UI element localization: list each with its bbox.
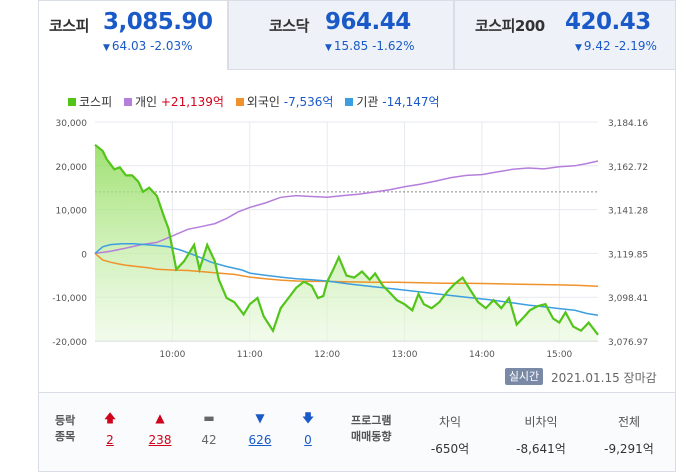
legend-institution[interactable]: 기관 -14,147억 — [345, 93, 440, 110]
down-arrow-icon: 🡇 — [301, 411, 315, 425]
program-total: 전체 -9,291억 — [589, 413, 669, 457]
individual-swatch-icon — [123, 98, 132, 106]
stat-rise[interactable]: ▲ 238 — [145, 409, 175, 447]
institution-swatch-icon — [345, 98, 354, 106]
tab-kospi200[interactable]: 코스피200 420.43 ▼ 9.42 -2.19% — [454, 0, 676, 70]
legend-institution-value: -14,147억 — [382, 95, 440, 109]
tab-kospi[interactable]: 코스피 3,085.90 ▼ 64.03 -2.03% — [38, 0, 228, 70]
down-triangle-icon: ▼ — [325, 43, 332, 53]
fall-count[interactable]: 626 — [248, 433, 272, 447]
breadth-label-1: 등락 — [55, 414, 76, 427]
down-triangle-icon: ▼ — [255, 411, 265, 425]
legend-institution-label: 기관 — [356, 95, 379, 109]
legend-foreign[interactable]: 외국인 -7,536억 — [235, 93, 334, 110]
tab-kosdaq-value: 964.44 — [325, 9, 411, 35]
down-triangle-icon: ▼ — [103, 43, 110, 53]
market-status-text: 장마감 — [623, 371, 657, 385]
total-value: -9,291억 — [604, 442, 654, 456]
rise-count[interactable]: 238 — [148, 433, 172, 447]
tab-kosdaq[interactable]: 코스닥 964.44 ▼ 15.85 -1.62% — [228, 0, 454, 70]
index-tabs: 코스피 3,085.90 ▼ 64.03 -2.03% 코스닥 964.44 ▼ 1… — [38, 0, 676, 70]
legend-foreign-label: 외국인 — [246, 95, 280, 109]
stat-fall[interactable]: ▼ 626 — [245, 409, 275, 447]
program-label-2: 매매동향 — [351, 430, 392, 443]
flat-count[interactable]: 42 — [201, 433, 217, 447]
legend-foreign-value: -7,536억 — [283, 95, 334, 109]
chart-legend: 코스피 개인 +21,139억 외국인 -7,536억 기관 -14,147억 — [68, 93, 448, 110]
legend-kospi-label: 코스피 — [79, 95, 113, 109]
tab-kospi-name: 코스피 — [49, 17, 89, 35]
legend-individual[interactable]: 개인 +21,139억 — [123, 93, 224, 110]
flat-dash-icon: ▬ — [203, 411, 215, 425]
stat-upper-limit[interactable]: 🡅 2 — [99, 409, 121, 447]
tab-kospi200-change: ▼ 9.42 -2.19% — [575, 39, 657, 53]
program-non-arbitrage: 비차익 -8,641억 — [501, 413, 581, 457]
program-arbitrage: 차익 -650억 — [415, 413, 485, 457]
arbitrage-label: 차익 — [438, 415, 462, 429]
down-triangle-icon: ▼ — [575, 43, 582, 53]
legend-individual-label: 개인 — [134, 95, 158, 109]
non-arbitrage-value: -8,641억 — [516, 442, 566, 456]
kospi-swatch-icon — [68, 98, 76, 106]
lower-limit-count[interactable]: 0 — [304, 433, 312, 447]
date-text: 2021.01.15 — [551, 371, 620, 385]
program-label-1: 프로그램 — [351, 414, 392, 427]
breadth-label-2: 종목 — [55, 430, 76, 443]
tab-kosdaq-name: 코스닥 — [269, 17, 309, 35]
tab-kospi-change: ▼ 64.03 -2.03% — [103, 39, 193, 53]
tab-kosdaq-change: ▼ 15.85 -1.62% — [325, 39, 415, 53]
foreign-swatch-icon — [235, 98, 244, 106]
stat-flat[interactable]: ▬ 42 — [197, 409, 221, 447]
chart-panel — [38, 70, 676, 392]
arbitrage-value: -650억 — [430, 442, 470, 456]
total-label: 전체 — [617, 415, 641, 429]
stat-lower-limit[interactable]: 🡇 0 — [297, 409, 319, 447]
tab-kosdaq-change-text: 15.85 -1.62% — [333, 39, 415, 53]
tab-kospi200-change-text: 9.42 -2.19% — [583, 39, 657, 53]
legend-individual-value: +21,139억 — [160, 95, 224, 109]
tab-kospi200-value: 420.43 — [565, 9, 651, 35]
realtime-button[interactable]: 실시간 — [505, 368, 543, 385]
timestamp: 2021.01.15 장마감 — [551, 369, 657, 386]
up-arrow-icon: 🡅 — [103, 411, 117, 425]
legend-kospi[interactable]: 코스피 — [68, 93, 112, 110]
tab-kospi-value: 3,085.90 — [103, 9, 213, 35]
upper-limit-count[interactable]: 2 — [106, 433, 114, 447]
tab-kospi200-name: 코스피200 — [475, 17, 545, 35]
tab-kospi-change-text: 64.03 -2.03% — [111, 39, 193, 53]
up-triangle-icon: ▲ — [155, 411, 165, 425]
non-arbitrage-label: 비차익 — [524, 415, 558, 429]
